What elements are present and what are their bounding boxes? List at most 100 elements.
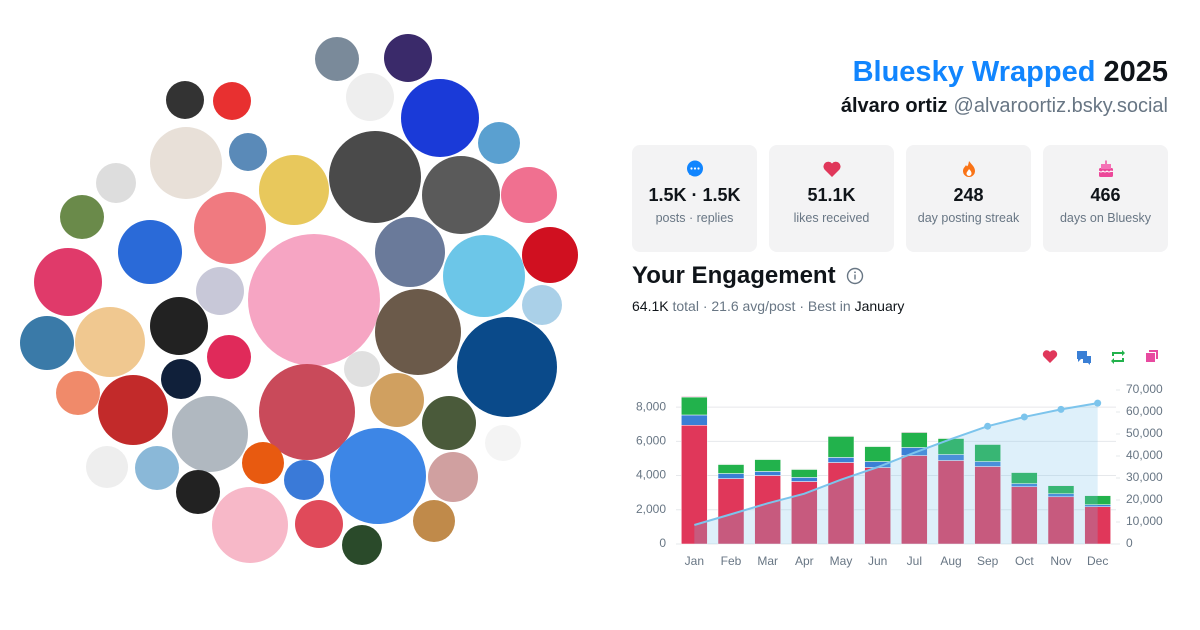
legend-icon[interactable] [1146,350,1158,362]
bar-segment [754,458,781,460]
y2-tick-label: 70,000 [1126,382,1163,396]
stat-value: 466 [1090,185,1121,205]
avatar [522,285,562,325]
y-tick-label: 2,000 [636,502,666,516]
bar-segment [717,473,745,479]
avatar [212,487,288,563]
stat-value: 51.1K [807,185,856,205]
avatar [166,81,204,119]
x-tick-label: Aug [940,554,961,568]
bar-segment [937,460,965,545]
bar-segment [791,477,818,482]
stat-label: day posting streak [917,211,1020,225]
avatar [344,351,380,387]
avatar [384,34,432,82]
stat-card: 1.5K · 1.5K posts · replies [632,145,757,252]
icon [822,161,841,177]
y-tick-label: 0 [659,536,666,550]
bar-segment [864,467,891,545]
avatar [56,371,100,415]
avatar [375,289,461,375]
user-handle: @alvaroortiz.bsky.social [953,95,1168,117]
bar-segment [1011,486,1038,545]
avatar [401,79,479,157]
x-tick-label: Dec [1087,554,1108,568]
info-icon[interactable] [846,267,864,285]
x-tick-label: Jul [907,554,922,568]
avatar [428,452,478,502]
bar-segment [827,436,855,458]
line-point [1057,405,1065,413]
avatar [277,90,325,138]
avatar [370,373,424,427]
avatar [346,73,394,121]
icon [1098,160,1113,177]
avatar [172,396,248,472]
bar-segment [827,457,855,463]
user-name: álvaro ortiz [840,95,948,117]
stat-value: 248 [953,185,984,205]
avatar [60,195,104,239]
y2-tick-label: 60,000 [1126,404,1163,418]
avatar [20,316,74,370]
y2-tick-label: 40,000 [1126,448,1163,462]
bar-segment [791,481,818,545]
stat-label: likes received [793,211,870,225]
bar-segment [717,463,745,465]
x-tick-label: May [830,554,853,568]
icon [686,160,703,177]
avatar [342,525,382,565]
engagement: Your Engagement 64.1K total · 21.6 avg/p… [632,262,904,314]
x-tick-label: Sep [977,554,999,568]
icon [962,161,975,177]
stat-cards: 1.5K · 1.5K posts · replies 51.1K likes … [632,145,1168,252]
avatar [501,167,557,223]
x-tick-label: Jan [685,554,704,568]
stat-card: 248 day posting streak [906,145,1031,252]
title: Bluesky Wrapped 2025 [841,56,1168,89]
avatar [522,227,578,283]
line [694,402,1098,526]
avatar [329,131,421,223]
bar-segment [901,455,928,545]
avatar [194,192,266,264]
stat-card: 51.1K likes received [769,145,894,252]
avatar [485,425,521,461]
bar-segment [754,459,781,472]
summary: total · 21.6 avg/post · Best in [672,298,851,314]
avatar [207,335,251,379]
line-point [984,422,992,430]
legend-icon[interactable] [1111,350,1125,364]
x-tick-label: Oct [1015,554,1034,568]
legend-icon[interactable] [1077,351,1091,365]
engagement-title: Your Engagement [632,262,904,290]
bar-segment [754,475,781,545]
avatar [443,235,525,317]
y-tick-label: 6,000 [636,434,666,448]
y2-tick-label: 30,000 [1126,470,1163,484]
bar-segment [827,435,855,437]
stat-value: 1.5K · 1.5K [648,185,741,205]
x-tick-label: Mar [757,554,778,568]
avatar [330,428,426,524]
avatar [295,500,343,548]
bar-segment [717,464,745,474]
avatar-cloud [20,34,578,565]
y2-tick-label: 10,000 [1126,514,1163,528]
y-tick-label: 4,000 [636,468,666,482]
stat-card: 466 days on Bluesky [1043,145,1168,252]
bar-segment [974,443,1001,445]
avatar [161,359,201,399]
bar-segment [681,414,708,426]
line-area [694,403,1098,544]
avatar [375,217,445,287]
bar-segment [791,468,818,470]
chart: 0 2,000 4,000 6,000 8,000 0 10,000 20,000 30,000… [636,350,1163,568]
y2-tick-label: 20,000 [1126,492,1163,506]
bar-segment [1084,506,1111,545]
x-tick-label: Jun [868,554,887,568]
header: Bluesky Wrapped 2025 álvaro ortiz @alvaro… [841,56,1168,118]
legend-icon[interactable] [1042,350,1058,363]
title-text: Bluesky Wrapped [852,56,1096,88]
avatar [422,396,476,450]
